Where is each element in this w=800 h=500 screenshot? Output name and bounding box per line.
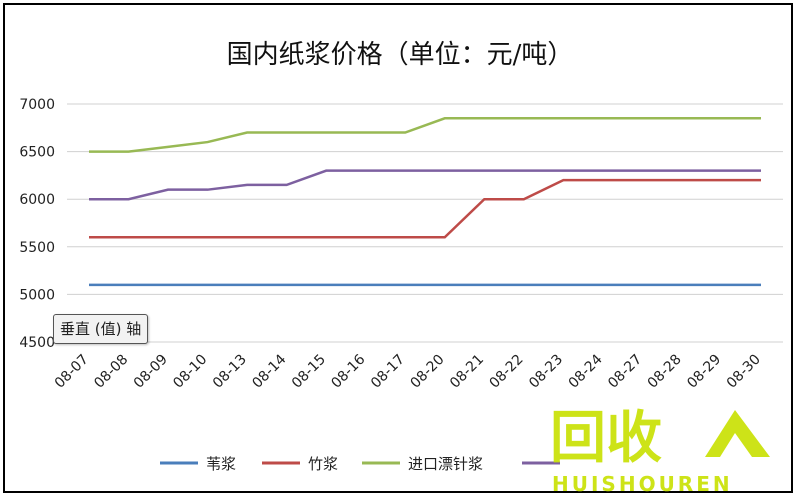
watermark-subtext: HUISHOUREN [552, 472, 733, 496]
watermark-text: 回收 [550, 406, 662, 471]
line-chart: 国内纸浆价格（单位：元/吨） 450050005500600065007000 … [19, 40, 783, 473]
series-line-2 [89, 178, 761, 239]
y-tick-label: 5500 [19, 240, 55, 256]
x-tick-label: 08-28 [645, 352, 685, 392]
x-tick-label: 08-07 [52, 352, 92, 392]
y-tick-label: 4500 [19, 335, 55, 351]
legend-label: 进口漂针浆 [408, 455, 483, 473]
x-tick-label: 08-10 [170, 352, 210, 392]
x-tick-label: 08-17 [368, 352, 408, 392]
x-tick-label: 08-30 [724, 352, 764, 392]
x-tick-label: 08-23 [526, 352, 566, 392]
x-tick-label: 08-14 [249, 351, 289, 391]
huishouren-watermark-logo: 回收 HUISHOUREN [550, 406, 770, 496]
y-tick-label: 6000 [19, 192, 55, 208]
watermark-mountain-icon [705, 410, 770, 457]
x-tick-label: 08-29 [684, 352, 724, 392]
x-tick-label: 08-13 [210, 352, 250, 392]
x-tick-label: 08-09 [131, 352, 171, 392]
x-tick-label: 08-27 [605, 352, 645, 392]
x-tick-label: 08-16 [328, 351, 368, 391]
series-line-3 [89, 117, 761, 153]
series-line-4 [89, 169, 761, 201]
x-tick-label: 08-22 [487, 352, 527, 392]
chart-title: 国内纸浆价格（单位：元/吨） [227, 40, 574, 70]
y-tick-label: 6500 [19, 145, 55, 161]
x-tick-label: 08-15 [289, 352, 329, 392]
y-tick-label: 5000 [19, 287, 55, 303]
x-tick-label: 08-21 [447, 352, 487, 392]
x-tick-label: 08-08 [91, 352, 131, 392]
chart-frame: 国内纸浆价格（单位：元/吨） 4500 5000 5500 6000 6500 7000 … [3, 3, 793, 496]
x-tick-label: 08-20 [408, 352, 448, 392]
legend-label: 苇浆 [206, 455, 236, 473]
legend-label: 竹浆 [308, 455, 338, 473]
axis-tooltip: 垂直 (值) 轴 [53, 314, 149, 344]
y-tick-label: 7000 [19, 97, 55, 113]
x-tick-label: 08-24 [566, 351, 606, 391]
